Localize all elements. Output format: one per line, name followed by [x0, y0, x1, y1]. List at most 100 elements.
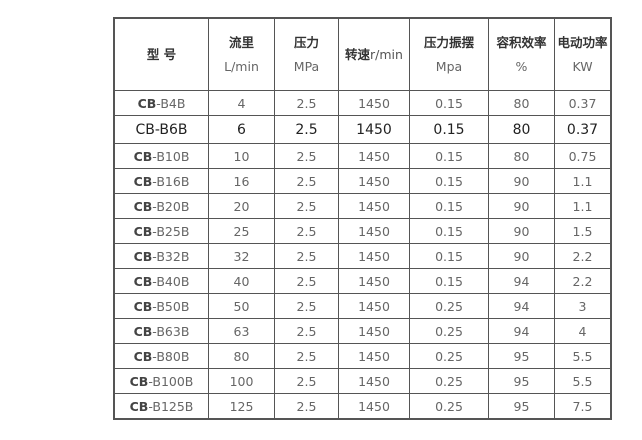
header-unit: %: [515, 58, 528, 74]
header-pressure: 压力 MPa: [274, 17, 339, 91]
cell-volumetric-efficiency: 95: [488, 343, 555, 369]
cell-motor-power: 0.37: [554, 115, 612, 144]
header-row: 型 号 流里 L/min 压力 MPa 转速r/min 压力振摆 Mpa 容积效率% …: [113, 17, 612, 91]
header-flow: 流里 L/min: [208, 17, 275, 91]
cell-pressure: 2.5: [274, 368, 339, 394]
header-unit: L/min: [224, 58, 259, 74]
cell-speed: 1450: [338, 343, 410, 369]
cell-speed: 1450: [338, 243, 410, 269]
cell-motor-power: 1.1: [554, 168, 612, 194]
model-prefix: CB: [133, 223, 153, 239]
cell-model: CB-B125B: [113, 393, 209, 420]
table-row: CB-B40B 40 2.5 1450 0.15 94 2.2: [113, 268, 612, 294]
header-volumetric-efficiency: 容积效率%: [488, 17, 555, 91]
cell-flow: 4: [208, 90, 275, 116]
header-label: 型 号: [146, 46, 177, 62]
cell-speed: 1450: [338, 193, 410, 219]
table-row: CB-B20B 20 2.5 1450 0.15 90 1.1: [113, 193, 612, 219]
cell-flow: 125: [208, 393, 275, 420]
cell-speed: 1450: [338, 293, 410, 319]
cell-pressure-swing: 0.25: [409, 368, 489, 394]
header-unit: r/min: [370, 46, 403, 62]
model-prefix: CB: [133, 298, 153, 314]
cell-volumetric-efficiency: 80: [488, 115, 555, 144]
pump-spec-table: 型 号 流里 L/min 压力 MPa 转速r/min 压力振摆 Mpa 容积效率% …: [113, 17, 612, 420]
cell-flow: 40: [208, 268, 275, 294]
cell-model: CB-B20B: [113, 193, 209, 219]
cell-model: CB-B50B: [113, 293, 209, 319]
header-label: 电动功率: [557, 34, 608, 50]
cell-pressure: 2.5: [274, 218, 339, 244]
cell-model: CB-B40B: [113, 268, 209, 294]
model-prefix: CB: [133, 173, 153, 189]
table-row: CB-B25B 25 2.5 1450 0.15 90 1.5: [113, 218, 612, 244]
cell-flow: 63: [208, 318, 275, 344]
cell-volumetric-efficiency: 80: [488, 90, 555, 116]
table-row: CB-B16B 16 2.5 1450 0.15 90 1.1: [113, 168, 612, 194]
cell-volumetric-efficiency: 90: [488, 168, 555, 194]
header-motor-power: 电动功率 KW: [554, 17, 612, 91]
model-suffix: -B32B: [152, 248, 190, 264]
cell-flow: 25: [208, 218, 275, 244]
model-prefix: CB: [133, 323, 153, 339]
header-model: 型 号: [113, 17, 209, 91]
cell-model: CB-B32B: [113, 243, 209, 269]
cell-pressure-swing: 0.25: [409, 293, 489, 319]
table-row: CB-B10B 10 2.5 1450 0.15 80 0.75: [113, 143, 612, 169]
table-row: CB-B32B 32 2.5 1450 0.15 90 2.2: [113, 243, 612, 269]
cell-pressure: 2.5: [274, 268, 339, 294]
cell-flow: 32: [208, 243, 275, 269]
cell-pressure: 2.5: [274, 318, 339, 344]
model-suffix: -B40B: [152, 273, 190, 289]
cell-motor-power: 3: [554, 293, 612, 319]
cell-pressure-swing: 0.15: [409, 90, 489, 116]
model-suffix: -B6B: [154, 121, 188, 138]
header-label: 压力: [293, 34, 319, 50]
cell-pressure-swing: 0.15: [409, 115, 489, 144]
cell-flow: 20: [208, 193, 275, 219]
cell-pressure-swing: 0.25: [409, 318, 489, 344]
cell-motor-power: 0.37: [554, 90, 612, 116]
cell-flow: 16: [208, 168, 275, 194]
model-suffix: -B4B: [156, 95, 186, 111]
cell-volumetric-efficiency: 80: [488, 143, 555, 169]
cell-pressure: 2.5: [274, 115, 339, 144]
cell-flow: 80: [208, 343, 275, 369]
model-prefix: CB: [129, 373, 149, 389]
cell-motor-power: 7.5: [554, 393, 612, 420]
table-row: CB-B100B 100 2.5 1450 0.25 95 5.5: [113, 368, 612, 394]
cell-speed: 1450: [338, 318, 410, 344]
cell-volumetric-efficiency: 94: [488, 293, 555, 319]
cell-volumetric-efficiency: 95: [488, 368, 555, 394]
table-row: CB-B50B 50 2.5 1450 0.25 94 3: [113, 293, 612, 319]
cell-speed: 1450: [338, 90, 410, 116]
model-prefix: CB: [133, 248, 153, 264]
table-row: CB-B6B 6 2.5 1450 0.15 80 0.37: [113, 115, 612, 144]
cell-motor-power: 5.5: [554, 368, 612, 394]
cell-pressure-swing: 0.15: [409, 143, 489, 169]
model-suffix: -B50B: [152, 298, 190, 314]
cell-pressure-swing: 0.15: [409, 193, 489, 219]
cell-speed: 1450: [338, 115, 410, 144]
model-prefix: CB: [133, 273, 153, 289]
cell-motor-power: 2.2: [554, 243, 612, 269]
cell-pressure: 2.5: [274, 168, 339, 194]
table-row: CB-B4B 4 2.5 1450 0.15 80 0.37: [113, 90, 612, 116]
table-row: CB-B63B 63 2.5 1450 0.25 94 4: [113, 318, 612, 344]
cell-motor-power: 5.5: [554, 343, 612, 369]
model-prefix: CB: [129, 398, 149, 414]
cell-pressure: 2.5: [274, 343, 339, 369]
cell-speed: 1450: [338, 168, 410, 194]
cell-flow: 10: [208, 143, 275, 169]
cell-speed: 1450: [338, 368, 410, 394]
cell-speed: 1450: [338, 143, 410, 169]
cell-model: CB-B25B: [113, 218, 209, 244]
cell-pressure-swing: 0.25: [409, 343, 489, 369]
cell-pressure: 2.5: [274, 243, 339, 269]
cell-motor-power: 2.2: [554, 268, 612, 294]
model-suffix: -B80B: [152, 348, 190, 364]
cell-speed: 1450: [338, 393, 410, 420]
model-prefix: CB: [133, 148, 153, 164]
cell-model: CB-B80B: [113, 343, 209, 369]
model-prefix: CB: [133, 348, 153, 364]
